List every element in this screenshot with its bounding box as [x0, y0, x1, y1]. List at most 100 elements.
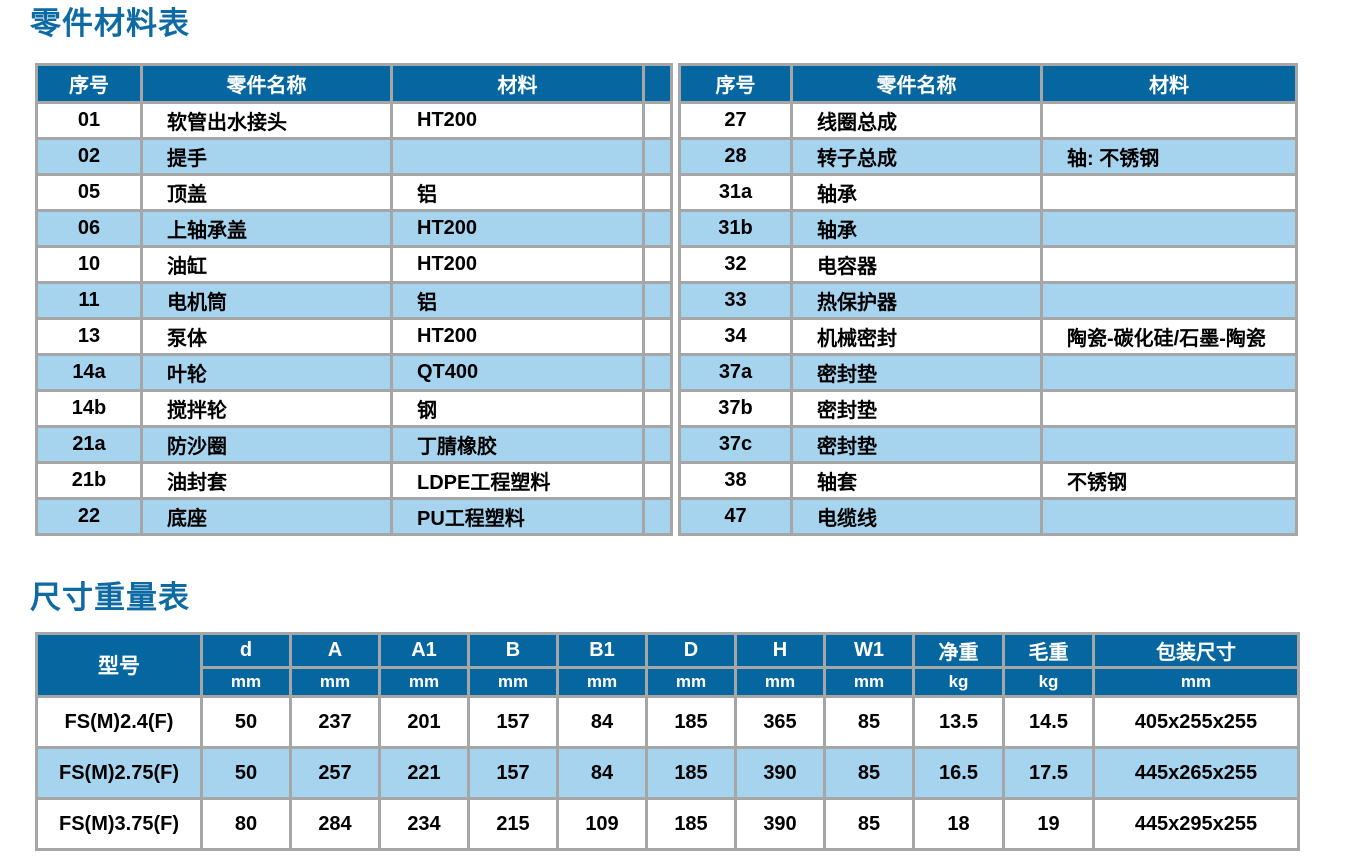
- part-name: 软管出水接头: [140, 100, 393, 140]
- part-no: 11: [35, 280, 143, 320]
- table-row: 47 电缆线: [678, 496, 1298, 536]
- part-material: [390, 136, 645, 176]
- table-row: 13 泵体 HT200: [35, 316, 673, 356]
- unit-cell: mm: [467, 666, 559, 699]
- part-name: 提手: [140, 136, 393, 176]
- value-cell: 84: [556, 746, 648, 801]
- part-no: 02: [35, 136, 143, 176]
- part-name: 电容器: [790, 244, 1043, 284]
- part-name: 顶盖: [140, 172, 393, 212]
- spacer-cell: [642, 388, 673, 428]
- part-material: HT200: [390, 316, 645, 356]
- value-cell: 365: [734, 695, 826, 750]
- part-name: 轴承: [790, 172, 1043, 212]
- part-no: 13: [35, 316, 143, 356]
- col-header-h: H: [734, 632, 826, 670]
- part-no: 06: [35, 208, 143, 248]
- table-row: 14a 叶轮 QT400: [35, 352, 673, 392]
- table-row: 31a 轴承: [678, 172, 1298, 212]
- parts-section-title: 零件材料表: [30, 6, 190, 41]
- part-name: 线圈总成: [790, 100, 1043, 140]
- part-material: 铝: [390, 172, 645, 212]
- table-row: 22 底座 PU工程塑料: [35, 496, 673, 536]
- part-no: 31b: [678, 208, 793, 248]
- value-cell: 109: [556, 797, 648, 852]
- part-material: 铝: [390, 280, 645, 320]
- col-header-no: 序号: [35, 62, 143, 104]
- part-material: 钢: [390, 388, 645, 428]
- value-cell: 16.5: [912, 746, 1005, 801]
- unit-cell: mm: [734, 666, 826, 699]
- table-row: 21b 油封套 LDPE工程塑料: [35, 460, 673, 500]
- part-material: [1040, 388, 1298, 428]
- value-cell: 390: [734, 797, 826, 852]
- part-material: 不锈钢: [1040, 460, 1298, 500]
- parts-table-left: 序号 零件名称 材料 01 软管出水接头 HT200 02 提手 05 顶盖 铝: [35, 62, 673, 536]
- header-row: 序号 零件名称 材料: [678, 62, 1298, 104]
- part-name: 密封垫: [790, 424, 1043, 464]
- part-name: 防沙圈: [140, 424, 393, 464]
- value-cell: 201: [378, 695, 470, 750]
- part-name: 电机筒: [140, 280, 393, 320]
- col-header-w1: W1: [823, 632, 915, 670]
- col-header-material: 材料: [1040, 62, 1298, 104]
- col-header-package-size: 包装尺寸: [1092, 632, 1300, 670]
- part-name: 油缸: [140, 244, 393, 284]
- unit-cell: mm: [378, 666, 470, 699]
- part-no: 38: [678, 460, 793, 500]
- part-name: 泵体: [140, 316, 393, 356]
- spacer-cell: [642, 352, 673, 392]
- table-row: 10 油缸 HT200: [35, 244, 673, 284]
- value-cell: 18: [912, 797, 1005, 852]
- part-no: 28: [678, 136, 793, 176]
- value-cell: 185: [645, 695, 737, 750]
- table-row: 32 电容器: [678, 244, 1298, 284]
- part-no: 05: [35, 172, 143, 212]
- unit-cell: mm: [289, 666, 381, 699]
- spacer-cell: [642, 460, 673, 500]
- spacer-cell: [642, 280, 673, 320]
- header-row-units: mm mm mm mm mm mm mm mm kg kg mm: [37, 666, 1300, 699]
- part-no: 37c: [678, 424, 793, 464]
- unit-cell: mm: [200, 666, 292, 699]
- part-material: [1040, 244, 1298, 284]
- model-cell: FS(M)3.75(F): [35, 797, 203, 852]
- value-cell: 85: [823, 746, 915, 801]
- parts-tables-row: 序号 零件名称 材料 01 软管出水接头 HT200 02 提手 05 顶盖 铝: [35, 62, 1363, 536]
- spacer-cell: [642, 100, 673, 140]
- table-row: 38 轴套 不锈钢: [678, 460, 1298, 500]
- value-cell: 215: [467, 797, 559, 852]
- col-header-material: 材料: [390, 62, 645, 104]
- part-name: 热保护器: [790, 280, 1043, 320]
- spacer-cell: [642, 496, 673, 536]
- part-material: 轴: 不锈钢: [1040, 136, 1298, 176]
- part-name: 轴套: [790, 460, 1043, 500]
- col-header-no: 序号: [678, 62, 793, 104]
- value-cell: 257: [289, 746, 381, 801]
- part-name: 机械密封: [790, 316, 1043, 356]
- part-no: 21a: [35, 424, 143, 464]
- spacer-cell: [642, 136, 673, 176]
- part-no: 01: [35, 100, 143, 140]
- part-name: 底座: [140, 496, 393, 536]
- table-row: 34 机械密封 陶瓷-碳化硅/石墨-陶瓷: [678, 316, 1298, 356]
- header-row-labels: 型号 d A A1 B B1 D H W1 净重 毛重 包装尺寸: [35, 632, 1300, 699]
- value-cell: 445x295x255: [1092, 797, 1300, 852]
- value-cell: 221: [378, 746, 470, 801]
- table-row: 27 线圈总成: [678, 100, 1298, 140]
- value-cell: 405x255x255: [1092, 695, 1300, 750]
- part-no: 33: [678, 280, 793, 320]
- table-row: 37a 密封垫: [678, 352, 1298, 392]
- dimensions-section-title: 尺寸重量表: [30, 579, 190, 615]
- part-no: 22: [35, 496, 143, 536]
- table-row: 05 顶盖 铝: [35, 172, 673, 212]
- unit-cell: mm: [1092, 666, 1300, 699]
- table-row: 02 提手: [35, 136, 673, 176]
- value-cell: 50: [200, 746, 292, 801]
- value-cell: 84: [556, 695, 648, 750]
- value-cell: 234: [378, 797, 470, 852]
- spacer-cell: [642, 244, 673, 284]
- value-cell: 14.5: [1002, 695, 1095, 750]
- table-row: 21a 防沙圈 丁腈橡胶: [35, 424, 673, 464]
- col-header-a1: A1: [378, 632, 470, 670]
